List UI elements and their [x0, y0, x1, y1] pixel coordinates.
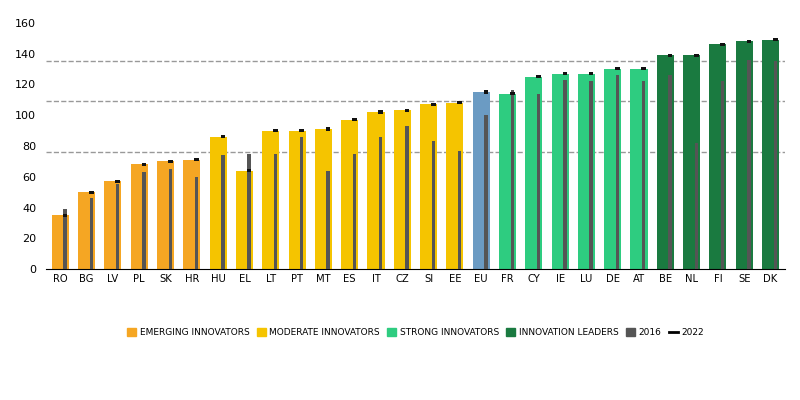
Bar [458, 150, 462, 269]
Bar [406, 126, 409, 269]
Bar [210, 137, 226, 269]
Bar [736, 41, 753, 269]
Bar [379, 137, 382, 269]
Bar [590, 81, 593, 269]
Bar [274, 154, 277, 269]
Bar [589, 72, 594, 75]
Bar [431, 103, 436, 106]
Bar [432, 141, 435, 269]
Bar [578, 74, 595, 269]
Bar [183, 160, 200, 269]
Bar [774, 61, 777, 269]
Bar [352, 118, 357, 121]
Bar [657, 55, 674, 269]
Bar [89, 190, 94, 194]
Bar [721, 81, 724, 269]
Bar [221, 135, 225, 138]
Bar [168, 160, 173, 163]
Bar [326, 170, 330, 269]
Bar [762, 40, 779, 269]
Bar [604, 69, 622, 269]
Bar [90, 198, 93, 269]
Bar [300, 137, 303, 269]
Bar [62, 214, 67, 217]
Bar [299, 129, 304, 132]
Bar [473, 92, 490, 269]
Bar [562, 72, 567, 75]
Bar [720, 43, 725, 46]
Bar [78, 192, 95, 269]
Bar [710, 44, 726, 269]
Bar [537, 94, 540, 269]
Bar [367, 112, 385, 269]
Bar [484, 115, 488, 269]
Bar [630, 69, 647, 269]
Bar [694, 54, 698, 56]
Bar [378, 110, 383, 114]
Bar [142, 172, 146, 269]
Bar [289, 130, 306, 269]
Bar [405, 109, 410, 112]
Bar [52, 215, 69, 269]
Bar [195, 177, 198, 269]
Bar [458, 101, 462, 104]
Bar [510, 90, 514, 269]
Bar [683, 55, 700, 269]
Bar [499, 94, 516, 269]
Bar [273, 129, 278, 132]
Bar [615, 67, 620, 70]
Bar [526, 77, 542, 269]
Bar [353, 154, 356, 269]
Bar [746, 40, 751, 43]
Bar [668, 75, 672, 269]
Bar [642, 67, 646, 70]
Bar [394, 110, 411, 269]
Bar [747, 60, 750, 269]
Bar [315, 129, 332, 269]
Bar [221, 155, 225, 269]
Bar [510, 92, 514, 95]
Bar [773, 38, 778, 41]
Bar [194, 158, 199, 161]
Bar [326, 128, 330, 130]
Bar [694, 143, 698, 269]
Bar [616, 75, 619, 269]
Bar [668, 54, 672, 56]
Bar [247, 154, 251, 269]
Bar [142, 163, 146, 166]
Bar [484, 90, 488, 94]
Bar [536, 75, 541, 78]
Bar [104, 181, 122, 269]
Bar [130, 164, 148, 269]
Bar [236, 170, 253, 269]
Bar [169, 169, 172, 269]
Bar [420, 104, 437, 269]
Bar [247, 169, 251, 172]
Bar [116, 184, 119, 269]
Bar [63, 209, 66, 269]
Legend: EMERGING INNOVATORS, MODERATE INNOVATORS, STRONG INNOVATORS, INNOVATION LEADERS,: EMERGING INNOVATORS, MODERATE INNOVATORS… [123, 324, 707, 341]
Bar [115, 180, 120, 183]
Bar [157, 161, 174, 269]
Bar [341, 120, 358, 269]
Bar [642, 81, 646, 269]
Bar [563, 80, 566, 269]
Bar [262, 130, 279, 269]
Bar [551, 74, 569, 269]
Bar [446, 103, 463, 269]
